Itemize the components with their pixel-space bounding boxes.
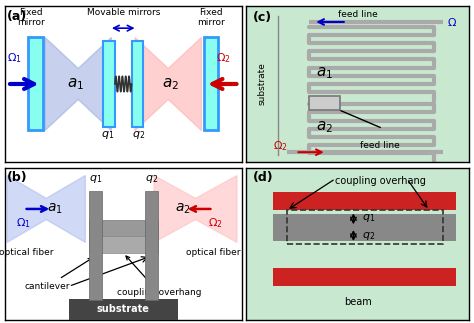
Text: $a_1$: $a_1$ [46,202,63,216]
Bar [131,41,143,127]
Bar [273,192,456,211]
Text: $a_1$: $a_1$ [316,65,333,81]
Text: (d): (d) [253,171,274,184]
Text: optical fiber: optical fiber [0,248,53,257]
Text: $\Omega_2$: $\Omega_2$ [208,216,223,230]
Text: $\Omega_2$: $\Omega_2$ [273,139,287,153]
Polygon shape [135,37,201,130]
Text: optical fiber: optical fiber [186,248,240,257]
Polygon shape [7,176,85,242]
Text: Movable mirrors: Movable mirrors [87,8,160,17]
Bar [69,298,178,320]
Bar [89,220,157,236]
Text: feed line: feed line [360,141,400,151]
Text: Fixed
mirror: Fixed mirror [197,8,225,27]
Text: $\Omega_1$: $\Omega_1$ [7,51,22,65]
Text: feed line: feed line [338,10,378,19]
Bar [204,37,218,130]
Text: $\Omega_1$: $\Omega_1$ [16,216,31,230]
Text: (a): (a) [7,10,27,23]
Text: $a_2$: $a_2$ [174,202,191,216]
Text: (b): (b) [7,171,28,184]
Text: $\Omega$: $\Omega$ [447,16,457,28]
Text: substrate: substrate [97,304,150,314]
Bar [273,214,456,241]
Text: beam: beam [344,297,372,307]
Text: Fixed
mirror: Fixed mirror [17,8,45,27]
Bar [145,191,157,300]
Bar [28,37,43,130]
Polygon shape [45,37,111,130]
Text: substrate: substrate [257,63,266,105]
Text: coupling overhang: coupling overhang [335,176,426,185]
Bar [273,268,456,287]
Text: $a_2$: $a_2$ [316,120,333,135]
Bar [89,236,157,253]
Bar [287,211,443,244]
Text: $q_1$: $q_1$ [101,129,115,141]
Text: $a_1$: $a_1$ [67,76,84,92]
Text: (c): (c) [253,11,272,24]
Text: coupling overhang: coupling overhang [117,256,201,297]
Bar [103,41,115,127]
Bar [309,96,340,110]
Text: $a_2$: $a_2$ [162,76,179,92]
Text: $\Omega_2$: $\Omega_2$ [216,51,230,65]
Text: $q_1$: $q_1$ [89,172,102,184]
Bar [89,191,102,300]
Text: $q_2$: $q_2$ [362,230,375,242]
Text: cantilever: cantilever [25,258,92,291]
Text: $q_2$: $q_2$ [145,172,158,184]
Text: $q_1$: $q_1$ [362,212,375,224]
Text: $q_2$: $q_2$ [132,129,145,141]
Polygon shape [154,176,237,242]
